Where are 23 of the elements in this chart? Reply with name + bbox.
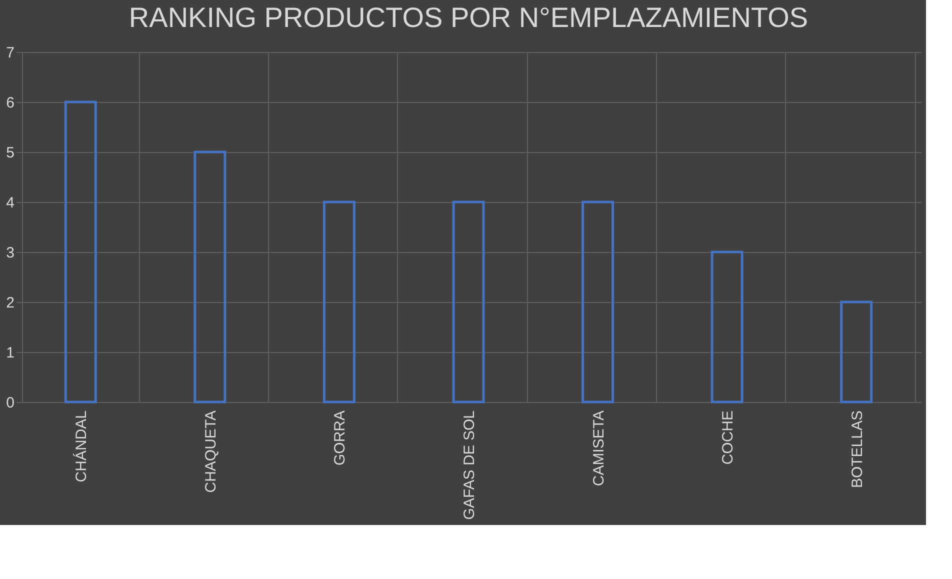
y-tick-label: 2 [6, 294, 14, 312]
x-tick-label: GORRA [332, 410, 349, 466]
bar [710, 250, 744, 404]
x-tick-label: BOTELLAS [848, 410, 866, 488]
x-tick-label: CHÁNDAL [72, 410, 90, 482]
bar [840, 300, 873, 404]
x-tick-label: CAMISETA [590, 410, 608, 486]
y-tick-label: 0 [6, 394, 14, 412]
x-tick-label: COCHE [720, 410, 737, 465]
chart-title: RANKING PRODUCTOS POR N°EMPLAZAMIENTOS [128, 2, 808, 33]
y-tick-label: 5 [6, 144, 14, 162]
x-tick-label: GAFAS DE SOL [461, 410, 478, 520]
bar [452, 200, 485, 404]
y-tick-label: 7 [6, 44, 14, 62]
bar [64, 100, 97, 404]
x-tick-label: CHAQUETA [202, 410, 220, 493]
bar [322, 200, 356, 404]
y-tick-label: 4 [6, 194, 14, 212]
y-tick-label: 3 [6, 244, 14, 262]
bar [582, 200, 614, 404]
y-tick-label: 1 [6, 344, 14, 362]
bar [194, 150, 226, 404]
y-tick-label: 6 [6, 94, 14, 112]
